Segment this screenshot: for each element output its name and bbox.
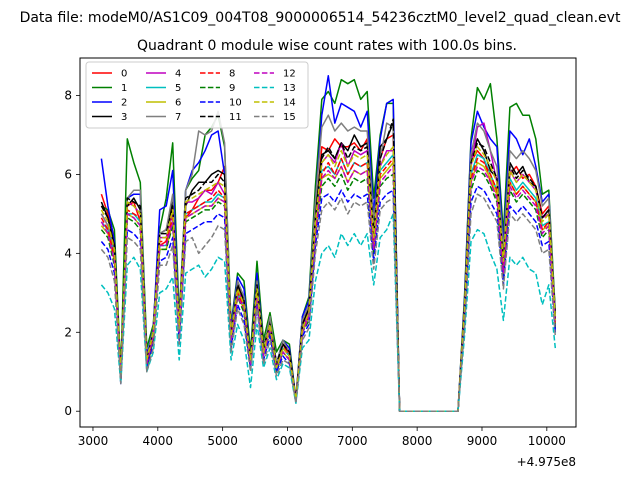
x-tick-label: 8000 [402, 434, 433, 448]
series-line-8 [100, 157, 557, 412]
x-tick-label: 5000 [207, 434, 238, 448]
legend-label-11: 11 [229, 112, 242, 123]
legend-label-5: 5 [175, 83, 181, 94]
chart-title: Quadrant 0 module wise count rates with … [137, 38, 517, 54]
x-tick-label: 6000 [272, 434, 303, 448]
legend-label-12: 12 [283, 69, 296, 80]
axis-ticks: 3000 4000 5000 6000 7000 8000 9000 10000 0 2 4 6 8 [64, 88, 566, 448]
y-tick-label: 6 [64, 167, 72, 181]
legend-label-14: 14 [283, 98, 296, 109]
legend-label-13: 13 [283, 83, 296, 94]
x-offset-label: +4.975e8 [517, 455, 576, 469]
legend-label-0: 0 [121, 69, 127, 80]
series-line-6 [100, 161, 557, 412]
suptitle: Data file: modeM0/AS1C09_004T08_90000065… [20, 10, 621, 26]
x-tick-label: 10000 [528, 434, 566, 448]
x-tick-label: 9000 [467, 434, 498, 448]
legend-label-6: 6 [175, 98, 181, 109]
y-tick-label: 2 [64, 325, 72, 339]
y-tick-label: 4 [64, 246, 72, 260]
y-tick-label: 0 [64, 404, 72, 418]
series-line-13 [100, 213, 557, 412]
series-line-14 [100, 146, 557, 412]
legend-label-1: 1 [121, 83, 127, 94]
series-line-9 [100, 169, 557, 412]
series-line-5 [100, 153, 557, 412]
legend-label-10: 10 [229, 98, 242, 109]
axes-frame [79, 57, 577, 428]
legend-box [85, 61, 309, 129]
legend-label-7: 7 [175, 112, 181, 123]
x-tick-label: 4000 [143, 434, 174, 448]
legend-label-9: 9 [229, 83, 235, 94]
y-tick-label: 8 [64, 88, 72, 102]
series-line-15 [100, 193, 557, 412]
series-line-12 [100, 165, 557, 412]
legend-label-15: 15 [283, 112, 296, 123]
legend-label-3: 3 [121, 112, 127, 123]
x-tick-label: 3000 [78, 434, 109, 448]
legend-label-4: 4 [175, 69, 181, 80]
legend-label-8: 8 [229, 69, 235, 80]
plot-area [100, 75, 557, 412]
x-tick-label: 7000 [337, 434, 368, 448]
legend-label-2: 2 [121, 98, 127, 109]
